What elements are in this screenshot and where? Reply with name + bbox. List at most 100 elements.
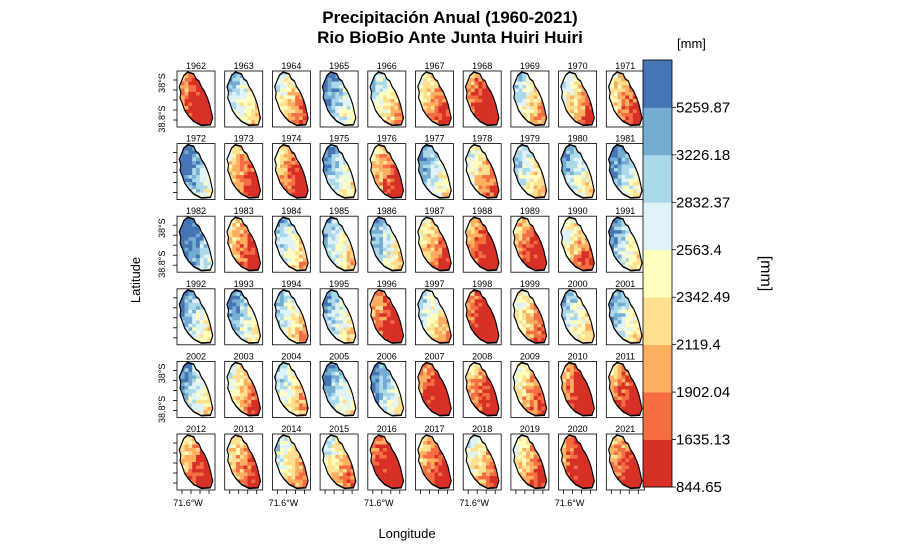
panel-frame [415, 70, 454, 128]
cell [291, 171, 296, 176]
cell [537, 178, 542, 183]
cell [383, 171, 388, 176]
cell [632, 72, 637, 75]
cell [522, 168, 527, 172]
cell [247, 72, 252, 75]
cell [203, 240, 208, 245]
cell [608, 219, 611, 224]
cell [283, 95, 288, 100]
cell [394, 192, 399, 197]
cell [636, 120, 641, 124]
cell [370, 157, 372, 162]
cell [390, 223, 395, 227]
cell [537, 72, 542, 75]
cell [513, 185, 515, 190]
cell [251, 99, 256, 103]
cell [207, 251, 212, 255]
cell [581, 217, 586, 220]
cell [478, 226, 483, 231]
cell [537, 157, 542, 162]
basin-outline [369, 71, 405, 127]
cell [419, 120, 424, 124]
cell [280, 192, 285, 197]
cell [375, 230, 380, 234]
cell [379, 247, 384, 252]
cell [621, 178, 626, 183]
cell [236, 154, 241, 158]
cell [180, 120, 185, 124]
cell [617, 74, 622, 79]
cell [470, 99, 475, 103]
cell [203, 74, 208, 79]
cell [570, 254, 575, 259]
cell [302, 237, 307, 241]
cell [577, 217, 582, 220]
cell [417, 85, 420, 89]
cell [243, 161, 248, 165]
cell [486, 178, 491, 183]
cell [295, 265, 300, 269]
cell [274, 230, 277, 234]
cell [383, 88, 388, 93]
cell [188, 251, 193, 255]
cell [251, 182, 256, 186]
cell [625, 72, 630, 75]
cell [371, 261, 376, 266]
cell [518, 168, 523, 172]
cell [394, 247, 399, 252]
cell [423, 102, 428, 107]
cell [581, 144, 586, 148]
cell [394, 240, 399, 245]
cell [196, 116, 201, 121]
cell [335, 113, 340, 117]
cell [339, 237, 344, 241]
cell [625, 244, 630, 248]
cell [617, 192, 622, 197]
cell [636, 150, 641, 155]
cell [570, 240, 575, 245]
cell [617, 244, 622, 248]
cell [522, 92, 527, 96]
cell [323, 157, 328, 162]
cell [562, 154, 567, 158]
cell [493, 78, 498, 82]
cell [442, 95, 447, 100]
cell [417, 254, 420, 259]
cell [342, 240, 347, 245]
cell [537, 95, 542, 100]
cell [417, 74, 420, 79]
cell [394, 261, 399, 266]
cell [299, 251, 304, 255]
cell [442, 116, 447, 121]
cell [493, 106, 498, 110]
cell [331, 88, 336, 93]
cell [434, 157, 439, 162]
cell [625, 265, 630, 269]
cell [426, 154, 431, 158]
cell [577, 88, 582, 93]
cell [470, 233, 475, 238]
cell [617, 247, 622, 252]
cell [486, 237, 491, 241]
cell [562, 161, 567, 165]
cell [299, 223, 304, 227]
cell [327, 244, 332, 248]
cell [375, 161, 380, 165]
cell [617, 150, 622, 155]
cell [339, 120, 344, 124]
cell [192, 161, 197, 165]
cell [489, 78, 494, 82]
cell [299, 72, 304, 75]
cell [632, 147, 637, 151]
cell [379, 99, 384, 103]
cell [632, 223, 637, 227]
cell [226, 109, 229, 114]
cell [203, 292, 208, 297]
cell [566, 182, 571, 186]
cell [537, 265, 542, 269]
cell [522, 95, 527, 100]
cell [526, 154, 531, 158]
cell [486, 72, 491, 75]
cell [526, 99, 531, 103]
